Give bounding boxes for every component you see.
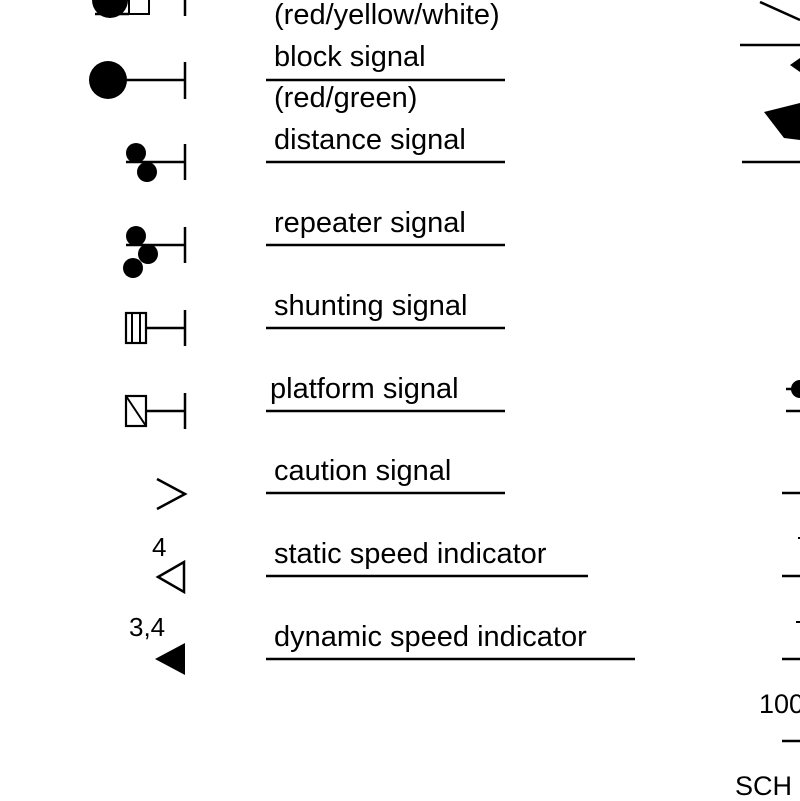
right-edge-text: SCH: [735, 771, 793, 801]
main-signal-sublabel: (red/yellow/white): [274, 0, 500, 31]
block-signal-label: block signal: [274, 41, 426, 73]
dynamic-speed-indicator-icon: [155, 643, 185, 675]
distance-signal-label: distance signal: [274, 124, 466, 156]
platform-signal-label: platform signal: [270, 373, 459, 405]
dynamic-speed-value: 3,4: [129, 612, 166, 642]
block-signal-icon: [89, 61, 187, 99]
label-underlines: [266, 78, 635, 661]
repeater-signal-icon: [123, 226, 187, 278]
main-signal-icon: [92, 0, 187, 18]
right-edge-fragments: [740, 0, 800, 743]
distance-signal-icon: [126, 143, 187, 182]
platform-signal-icon: [124, 393, 187, 429]
block-signal-sublabel: (red/green): [274, 82, 418, 114]
caution-signal-icon: [156, 477, 188, 511]
static-speed-value: 4: [152, 532, 167, 562]
shunting-signal-icon: [124, 310, 187, 346]
repeater-signal-label: repeater signal: [274, 207, 466, 239]
static-speed-indicator-label: static speed indicator: [274, 538, 547, 570]
dynamic-speed-indicator-label: dynamic speed indicator: [274, 621, 587, 653]
caution-signal-label: caution signal: [274, 455, 452, 487]
shunting-signal-label: shunting signal: [274, 290, 468, 322]
static-speed-indicator-icon: [155, 559, 186, 595]
right-edge-number: 100: [759, 689, 800, 719]
